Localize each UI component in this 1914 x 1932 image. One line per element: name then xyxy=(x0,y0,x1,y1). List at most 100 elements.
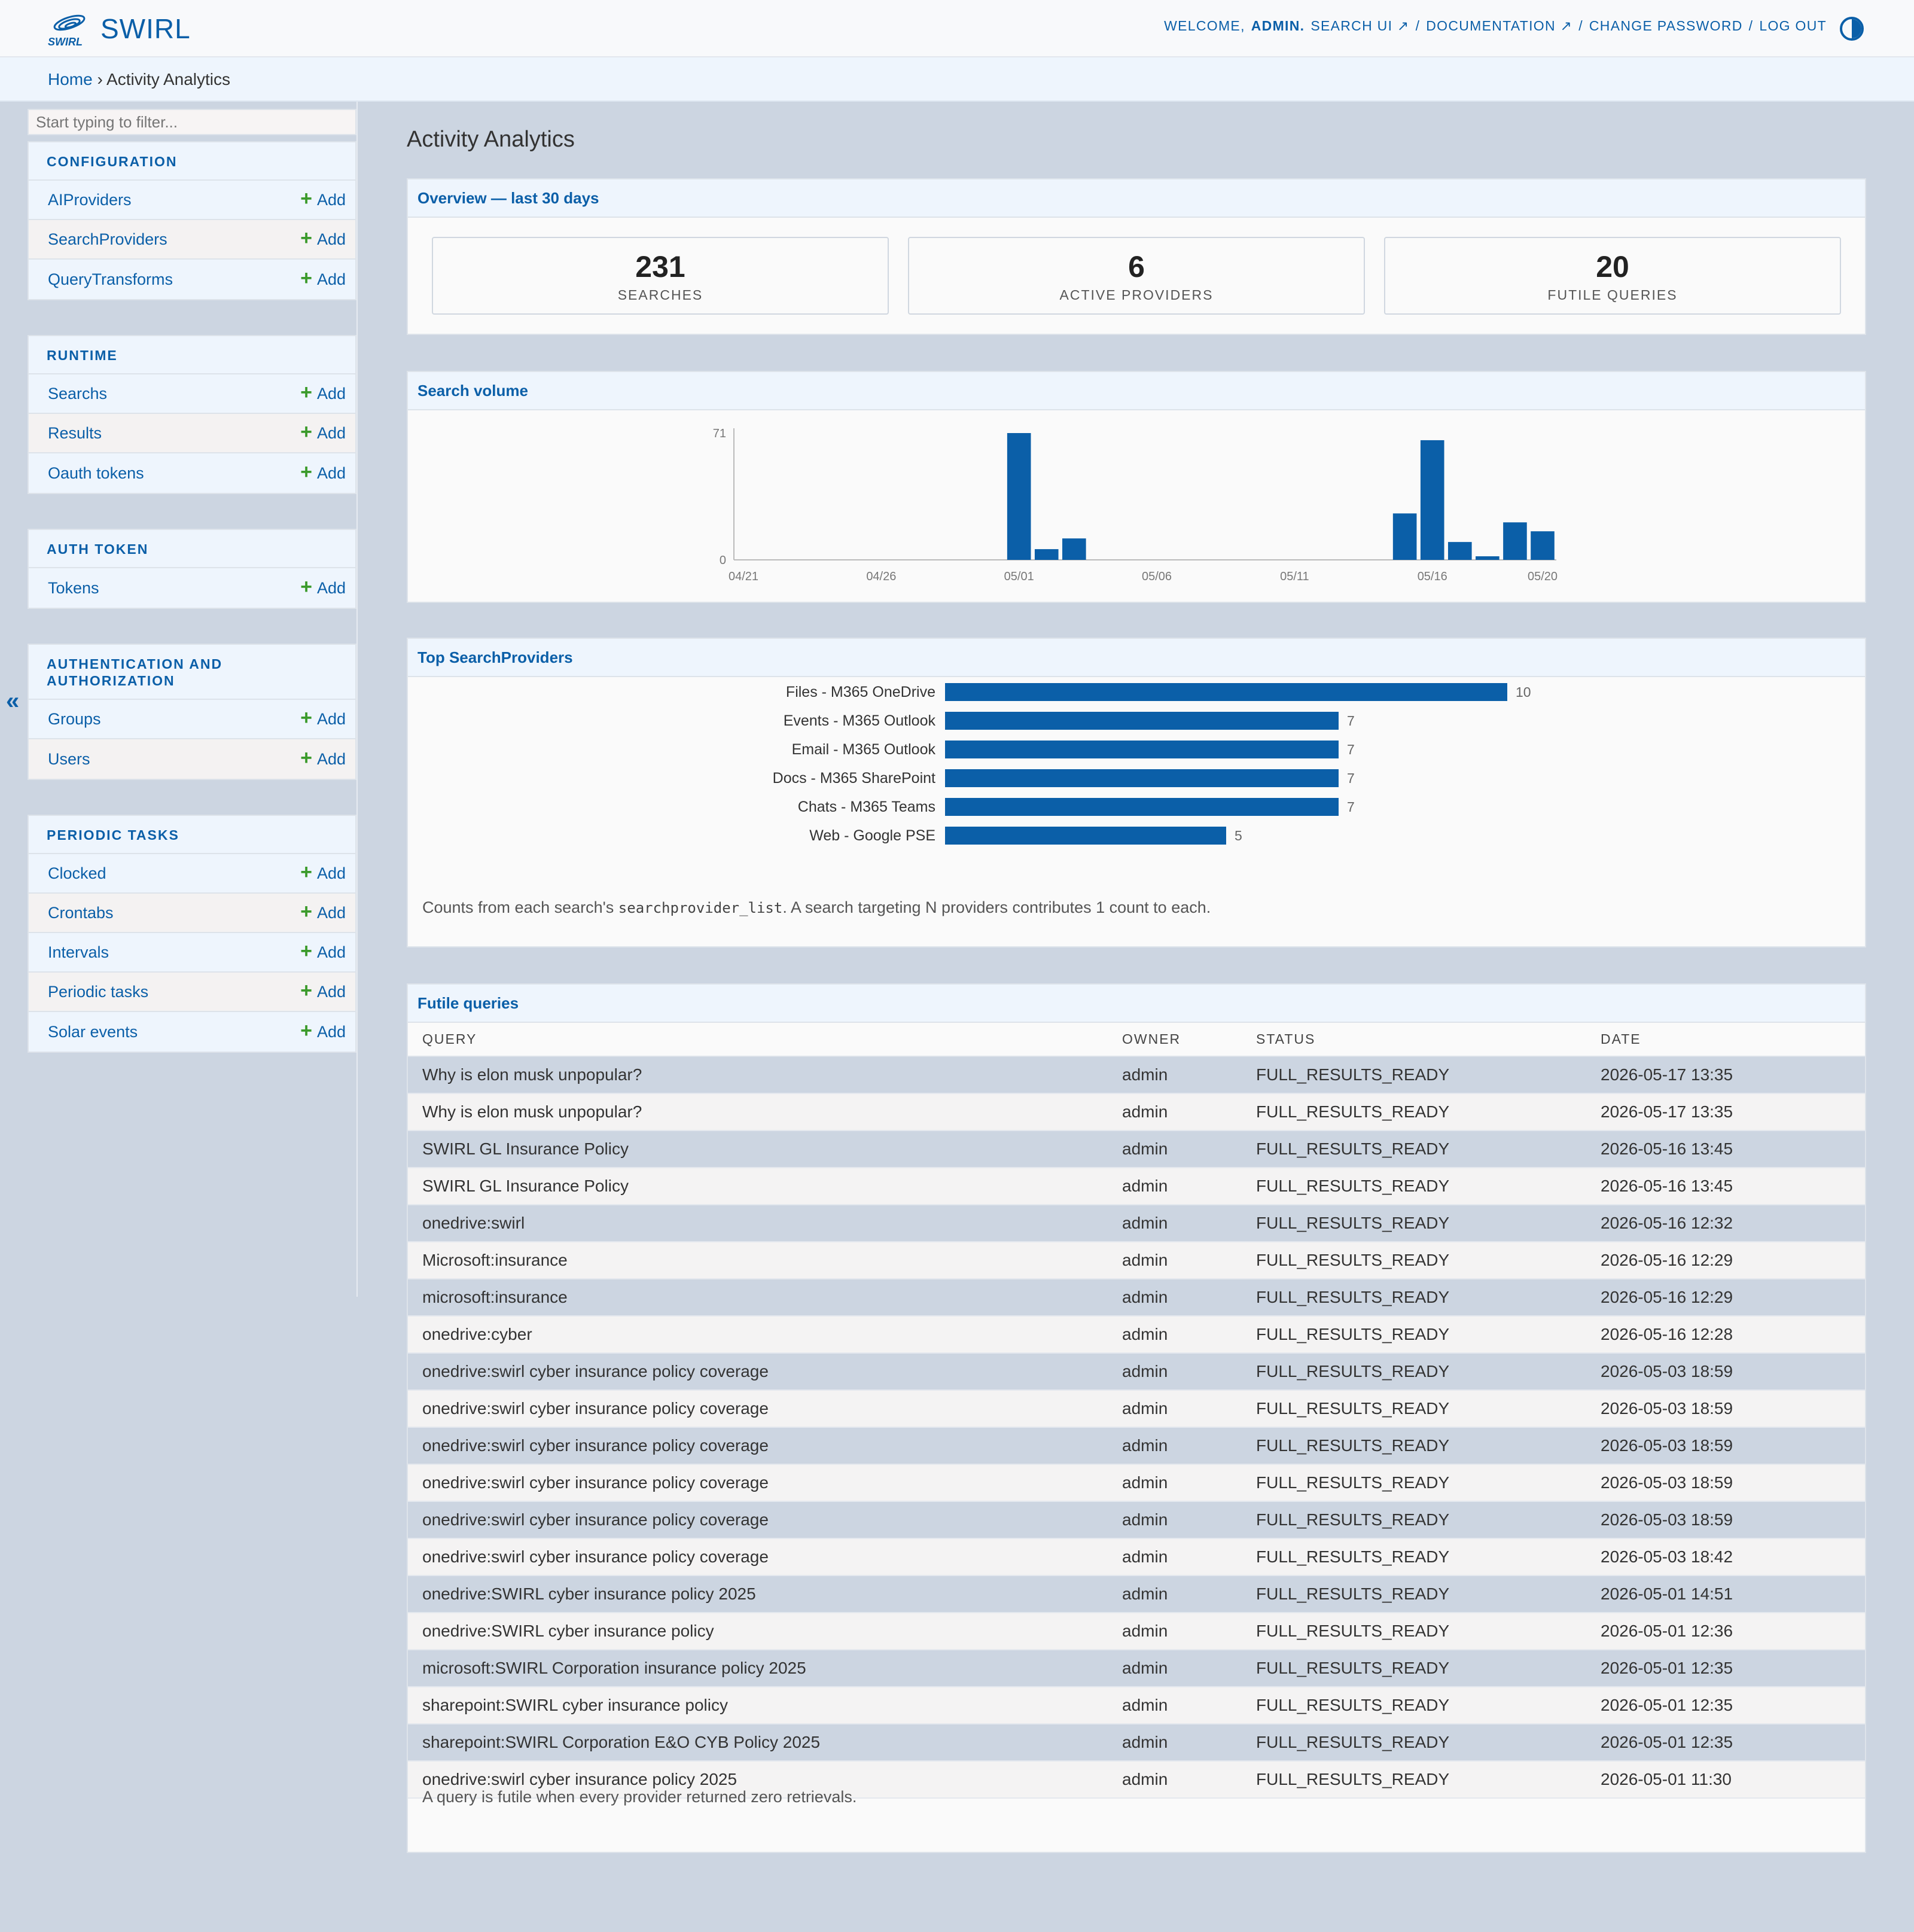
add-button[interactable]: + Add xyxy=(300,381,346,404)
status-cell: FULL_RESULTS_READY xyxy=(1242,1464,1586,1502)
module-runtime: RUNTIME Searchs + Add Results + Add Oauth … xyxy=(28,335,356,494)
provider-value: 10 xyxy=(1516,684,1531,700)
status-cell: FULL_RESULTS_READY xyxy=(1242,1130,1586,1168)
module-auth-token: AUTH TOKEN Tokens + Add xyxy=(28,529,356,609)
log-out-link[interactable]: LOG OUT xyxy=(1759,18,1827,33)
model-link[interactable]: Searchs xyxy=(48,384,108,403)
add-button[interactable]: + Add xyxy=(300,746,346,769)
top-providers-chart: Files - M365 OneDrive 10 Events - M365 Out… xyxy=(773,683,1531,845)
model-link[interactable]: Oauth tokens xyxy=(48,464,144,482)
provider-bar xyxy=(945,827,1226,845)
stat-searches: 231 SEARCHES xyxy=(432,237,889,315)
provider-label: Docs - M365 SharePoint xyxy=(773,770,935,787)
sidebar-item-tokens: Tokens + Add xyxy=(29,568,355,608)
status-cell: FULL_RESULTS_READY xyxy=(1242,1501,1586,1539)
owner-cell: admin xyxy=(1108,1056,1242,1094)
breadcrumb-home-link[interactable]: Home xyxy=(48,70,93,89)
model-link[interactable]: Groups xyxy=(48,709,101,728)
module-caption[interactable]: AUTHENTICATION AND AUTHORIZATION xyxy=(29,645,355,700)
sidebar-item-oauth-tokens: Oauth tokens + Add xyxy=(29,453,355,493)
add-button[interactable]: + Add xyxy=(300,420,346,443)
brand[interactable]: SWIRL SWIRL xyxy=(48,10,191,48)
status-cell: FULL_RESULTS_READY xyxy=(1242,1168,1586,1205)
add-button[interactable]: + Add xyxy=(300,861,346,883)
table-row: onedrive:swirl cyber insurance policy co… xyxy=(408,1538,1865,1576)
date-cell: 2026-05-03 18:59 xyxy=(1586,1464,1865,1502)
date-cell: 2026-05-16 12:29 xyxy=(1586,1279,1865,1317)
add-button[interactable]: + Add xyxy=(300,227,346,249)
model-link[interactable]: Intervals xyxy=(48,943,109,961)
owner-cell: admin xyxy=(1108,1687,1242,1724)
add-button[interactable]: + Add xyxy=(300,706,346,729)
plus-icon: + xyxy=(300,979,312,1002)
plus-icon: + xyxy=(300,227,312,249)
module-caption[interactable]: RUNTIME xyxy=(29,336,355,374)
plus-icon: + xyxy=(300,746,312,769)
add-button[interactable]: + Add xyxy=(300,1019,346,1042)
x-tick-label: 05/16 xyxy=(1418,570,1447,583)
model-link[interactable]: Crontabs xyxy=(48,903,114,922)
site-name[interactable]: SWIRL xyxy=(100,13,191,44)
owner-cell: admin xyxy=(1108,1205,1242,1242)
date-cell: 2026-05-16 13:45 xyxy=(1586,1168,1865,1205)
add-button[interactable]: + Add xyxy=(300,900,346,923)
owner-cell: admin xyxy=(1108,1316,1242,1354)
sidebar-item-solar-events: Solar events + Add xyxy=(29,1012,355,1052)
x-tick-label: 04/26 xyxy=(866,570,896,583)
owner-cell: admin xyxy=(1108,1761,1242,1799)
query-cell: onedrive:swirl xyxy=(408,1205,1108,1242)
module-caption[interactable]: PERIODIC TASKS xyxy=(29,816,355,854)
query-cell: onedrive:swirl cyber insurance policy co… xyxy=(408,1427,1108,1465)
module-caption[interactable]: AUTH TOKEN xyxy=(29,530,355,568)
username: ADMIN. xyxy=(1251,18,1305,33)
change-password-link[interactable]: CHANGE PASSWORD xyxy=(1589,18,1743,33)
theme-toggle-icon[interactable] xyxy=(1840,17,1864,41)
futile-note: A query is futile when every provider re… xyxy=(422,1788,857,1806)
model-link[interactable]: Results xyxy=(48,423,102,442)
add-button[interactable]: + Add xyxy=(300,940,346,962)
module-caption[interactable]: CONFIGURATION xyxy=(29,142,355,181)
model-link[interactable]: Solar events xyxy=(48,1022,138,1041)
query-cell: onedrive:swirl cyber insurance policy co… xyxy=(408,1390,1108,1428)
query-cell: Microsoft:insurance xyxy=(408,1242,1108,1279)
plus-icon: + xyxy=(300,940,312,962)
add-button[interactable]: + Add xyxy=(300,461,346,483)
search-ui-link[interactable]: SEARCH UI ↗ xyxy=(1310,18,1410,33)
model-link[interactable]: QueryTransforms xyxy=(48,270,173,288)
table-row: sharepoint:SWIRL Corporation E&O CYB Pol… xyxy=(408,1724,1865,1762)
table-row: onedrive:swirl cyber insurance policy co… xyxy=(408,1501,1865,1539)
date-cell: 2026-05-03 18:59 xyxy=(1586,1501,1865,1539)
model-link[interactable]: Tokens xyxy=(48,578,99,597)
separator: / xyxy=(1578,18,1583,33)
collapse-sidebar-icon[interactable]: « xyxy=(6,688,20,714)
status-cell: FULL_RESULTS_READY xyxy=(1242,1538,1586,1576)
status-cell: FULL_RESULTS_READY xyxy=(1242,1761,1586,1799)
status-cell: FULL_RESULTS_READY xyxy=(1242,1650,1586,1687)
query-cell: onedrive:swirl cyber insurance policy co… xyxy=(408,1464,1108,1502)
model-link[interactable]: Periodic tasks xyxy=(48,982,149,1001)
table-header-row: QUERY OWNER STATUS DATE xyxy=(408,1023,1865,1057)
model-link[interactable]: SearchProviders xyxy=(48,230,167,248)
add-button[interactable]: + Add xyxy=(300,267,346,290)
query-cell: microsoft:insurance xyxy=(408,1279,1108,1317)
date-cell: 2026-05-01 12:36 xyxy=(1586,1613,1865,1650)
provider-label: Web - Google PSE xyxy=(809,827,935,844)
model-link[interactable]: AIProviders xyxy=(48,190,132,209)
provider-label: Chats - M365 Teams xyxy=(798,799,935,815)
add-button[interactable]: + Add xyxy=(300,575,346,598)
add-button[interactable]: + Add xyxy=(300,979,346,1002)
plus-icon: + xyxy=(300,461,312,483)
documentation-link[interactable]: DOCUMENTATION ↗ xyxy=(1426,18,1573,33)
provider-value: 7 xyxy=(1347,799,1355,815)
table-row: SWIRL GL Insurance Policy admin FULL_RESUL… xyxy=(408,1130,1865,1168)
welcome-text: WELCOME, xyxy=(1164,18,1245,33)
nav-filter-input[interactable] xyxy=(28,109,356,135)
model-link[interactable]: Clocked xyxy=(48,864,106,882)
date-cell: 2026-05-01 12:35 xyxy=(1586,1650,1865,1687)
add-button[interactable]: + Add xyxy=(300,187,346,210)
owner-cell: admin xyxy=(1108,1464,1242,1502)
header: SWIRL SWIRL WELCOME, ADMIN. SEARCH UI ↗ … xyxy=(0,0,1914,57)
table-row: onedrive:swirl cyber insurance policy 20… xyxy=(408,1761,1865,1799)
model-link[interactable]: Users xyxy=(48,749,90,768)
provider-label: Files - M365 OneDrive xyxy=(786,684,935,700)
